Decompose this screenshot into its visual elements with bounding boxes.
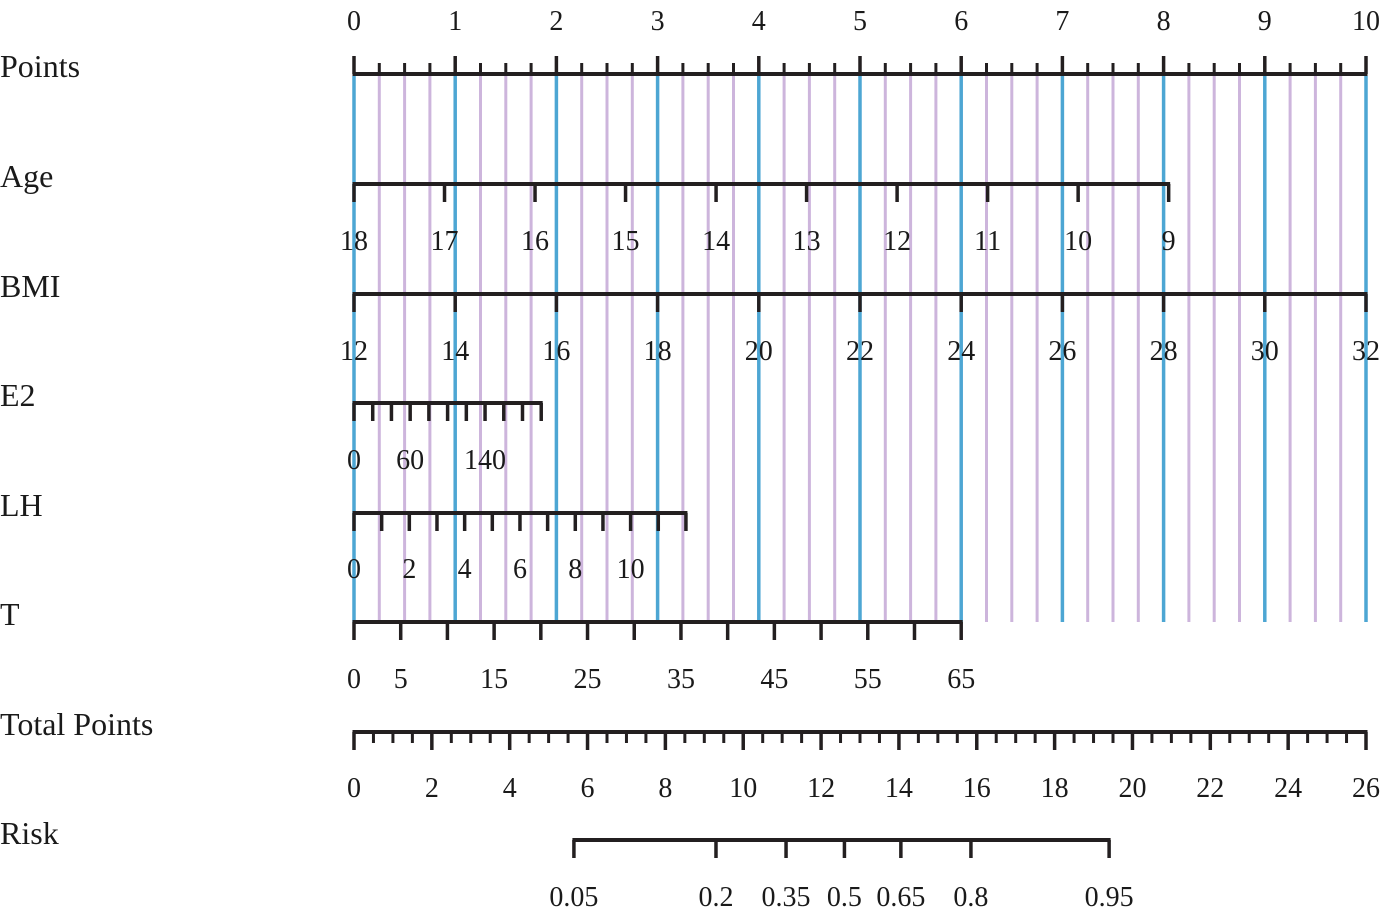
tick-label-points: 0 [347, 6, 361, 37]
tick-label-age: 9 [1162, 226, 1176, 257]
row-risk: Risk 0.05 0.2 0.35 0.5 0.65 0.8 0.95 [0, 815, 1134, 913]
tick-label-points: 5 [853, 6, 867, 37]
tick-label-lh: 4 [458, 554, 472, 585]
tick-label-bmi: 26 [1048, 336, 1076, 367]
row-label-e2: E2 [0, 377, 36, 413]
row-label-points: Points [0, 48, 80, 84]
row-label-risk: Risk [0, 815, 59, 851]
tick-label-t: 15 [480, 664, 508, 695]
row-bmi: BMI 12 14 16 18 20 22 24 26 28 30 32 [0, 268, 1380, 367]
tick-label-total: 0 [347, 773, 361, 804]
tick-label-points: 7 [1055, 6, 1069, 37]
tick-label-lh: 8 [568, 554, 582, 585]
tick-label-lh: 2 [402, 554, 416, 585]
tick-label-total: 20 [1118, 773, 1146, 804]
tick-label-lh: 10 [617, 554, 645, 585]
tick-label-total: 16 [963, 773, 991, 804]
tick-label-age: 14 [702, 226, 730, 257]
tick-label-age: 13 [793, 226, 821, 257]
tick-label-age: 11 [974, 226, 1001, 257]
tick-label-bmi: 28 [1150, 336, 1178, 367]
tick-label-bmi: 30 [1251, 336, 1279, 367]
tick-label-points: 9 [1258, 6, 1272, 37]
tick-label-bmi: 20 [745, 336, 773, 367]
row-e2: E2 0 60 140 [0, 377, 543, 476]
row-lh: LH 0 2 4 6 8 10 [0, 487, 688, 585]
tick-label-bmi: 14 [441, 336, 469, 367]
tick-label-points: 6 [954, 6, 968, 37]
tick-label-risk: 0.8 [953, 882, 988, 913]
tick-label-bmi: 24 [947, 336, 975, 367]
row-label-t: T [0, 596, 20, 632]
tick-label-e2: 140 [464, 445, 506, 476]
tick-label-total: 22 [1196, 773, 1224, 804]
row-label-bmi: BMI [0, 268, 60, 304]
tick-label-points: 10 [1352, 6, 1380, 37]
guide-lines [352, 76, 1368, 622]
tick-label-age: 17 [431, 226, 459, 257]
tick-label-t: 65 [947, 664, 975, 695]
tick-label-total: 2 [425, 773, 439, 804]
tick-label-bmi: 32 [1352, 336, 1380, 367]
tick-label-points: 3 [651, 6, 665, 37]
tick-label-total: 6 [581, 773, 595, 804]
tick-label-risk: 0.5 [827, 882, 862, 913]
tick-label-lh: 6 [513, 554, 527, 585]
tick-label-t: 45 [760, 664, 788, 695]
tick-label-points: 1 [448, 6, 462, 37]
tick-label-total: 4 [503, 773, 517, 804]
tick-label-t: 25 [574, 664, 602, 695]
tick-label-e2: 0 [347, 445, 361, 476]
row-points: Points 0 1 2 3 4 5 6 7 8 9 10 [0, 6, 1380, 84]
tick-label-bmi: 18 [644, 336, 672, 367]
tick-label-risk: 0.95 [1085, 882, 1134, 913]
tick-label-total: 12 [807, 773, 835, 804]
tick-label-age: 12 [883, 226, 911, 257]
tick-label-total: 14 [885, 773, 913, 804]
tick-label-total: 10 [729, 773, 757, 804]
tick-label-risk: 0.05 [549, 882, 598, 913]
tick-label-points: 2 [549, 6, 563, 37]
tick-label-age: 15 [612, 226, 640, 257]
tick-label-t: 55 [854, 664, 882, 695]
tick-label-total: 18 [1041, 773, 1069, 804]
tick-label-total: 24 [1274, 773, 1302, 804]
row-label-lh: LH [0, 487, 43, 523]
tick-label-points: 8 [1157, 6, 1171, 37]
tick-label-t: 5 [394, 664, 408, 695]
row-t: T 0 5 15 25 35 45 55 65 [0, 596, 975, 695]
tick-label-bmi: 12 [340, 336, 368, 367]
tick-label-e2: 60 [396, 445, 424, 476]
tick-label-t: 0 [347, 664, 361, 695]
row-label-age: Age [0, 158, 53, 194]
row-age: Age 18 17 16 15 14 13 12 11 10 9 [0, 158, 1176, 257]
tick-label-t: 35 [667, 664, 695, 695]
tick-label-lh: 0 [347, 554, 361, 585]
tick-label-risk: 0.65 [876, 882, 925, 913]
tick-label-age: 16 [521, 226, 549, 257]
tick-label-risk: 0.35 [762, 882, 811, 913]
tick-label-bmi: 16 [542, 336, 570, 367]
tick-label-total: 8 [658, 773, 672, 804]
tick-label-age: 18 [340, 226, 368, 257]
tick-label-age: 10 [1064, 226, 1092, 257]
tick-label-risk: 0.2 [698, 882, 733, 913]
tick-label-points: 4 [752, 6, 766, 37]
tick-label-bmi: 22 [846, 336, 874, 367]
row-label-total: Total Points [0, 706, 153, 742]
tick-label-total: 26 [1352, 773, 1380, 804]
